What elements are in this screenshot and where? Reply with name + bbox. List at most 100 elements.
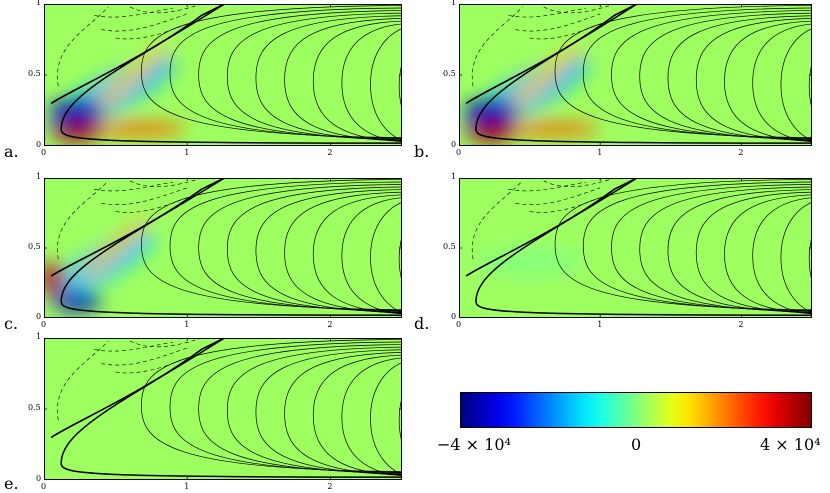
inner-streamline [475, 4, 812, 144]
dashed-streamline [57, 6, 109, 87]
panel-c-plot [44, 178, 402, 318]
streamline [284, 191, 402, 314]
streamline [667, 15, 812, 141]
inner-streamline [475, 178, 812, 316]
y-tick-label: 0.5 [443, 242, 456, 251]
colorbar-mid-label: 0 [631, 435, 642, 454]
streamline [169, 181, 402, 311]
streamline [198, 184, 402, 312]
y-tick-label: 0 [451, 140, 457, 149]
dashed-streamline [101, 347, 188, 366]
yellow-strip [504, 42, 584, 114]
streamline [198, 344, 402, 474]
dashed-streamline [543, 4, 615, 14]
dashed-streamline [471, 180, 523, 260]
streamline [370, 201, 402, 313]
negative-blob [47, 99, 105, 124]
colorbar [460, 392, 812, 428]
streamline [582, 7, 812, 139]
streamline [169, 7, 402, 139]
inner-streamline [60, 338, 402, 478]
y-tick-label: 1 [451, 0, 457, 7]
streamline [398, 235, 402, 283]
dashed-streamline [57, 180, 109, 260]
x-tick-label: 2 [738, 148, 744, 157]
panel-a-plot [44, 4, 402, 146]
streamline [695, 18, 812, 142]
dashed-streamline [94, 341, 173, 352]
field-background [44, 4, 402, 146]
separatrix [50, 338, 225, 439]
x-tick-label: 1 [184, 320, 190, 329]
streamline [226, 186, 402, 312]
streamline [611, 10, 812, 140]
x-tick-label: 2 [738, 320, 744, 329]
streamline [695, 191, 812, 314]
y-tick-label: 0 [451, 312, 457, 321]
panel-a-label: a. [4, 142, 19, 161]
negative-blob [462, 99, 520, 124]
panel-d-plot [459, 178, 812, 318]
streamline [226, 346, 402, 474]
panel-e-plot [44, 338, 402, 480]
inner-streamline [60, 178, 402, 316]
x-tick-label: 1 [184, 482, 190, 491]
streamline [780, 201, 812, 313]
separatrix [50, 4, 225, 105]
streamline [284, 18, 402, 142]
separatrix [50, 178, 225, 277]
inner-streamline [60, 4, 402, 144]
streamline [780, 28, 812, 141]
x-tick-label: 2 [327, 482, 333, 491]
streamline [141, 5, 402, 138]
streamline [341, 197, 402, 315]
dashed-streamline [529, 194, 608, 213]
panel-d-label: d. [414, 314, 430, 333]
panel-b-plot [459, 4, 812, 146]
y-tick-label: 0 [36, 312, 42, 321]
streamline [341, 357, 402, 477]
dashed-streamline [115, 194, 195, 213]
panel-e-label: e. [4, 474, 19, 493]
streamline [141, 339, 402, 472]
y-tick-label: 0.5 [28, 69, 41, 78]
dashed-streamline [515, 13, 601, 32]
streamline [554, 179, 812, 310]
x-tick-label: 0 [41, 482, 47, 491]
colorbar-min-label: −4 × 10⁴ [437, 435, 511, 454]
dashed-streamline [101, 187, 188, 205]
field-background [459, 178, 812, 318]
streamline [370, 362, 402, 475]
streamline [611, 184, 812, 312]
dashed-streamline [129, 178, 202, 187]
x-tick-label: 2 [327, 148, 333, 157]
negative-blob [51, 291, 102, 311]
x-tick-label: 0 [41, 148, 47, 157]
dashed-streamline [529, 20, 608, 40]
panel-e [44, 338, 402, 480]
y-tick-label: 1 [36, 172, 42, 181]
field-background [459, 4, 812, 146]
yellow-strip [89, 41, 171, 115]
x-tick-label: 1 [597, 320, 603, 329]
panel-b-label: b. [414, 142, 430, 161]
y-tick-label: 1 [451, 172, 457, 181]
streamline [667, 189, 812, 313]
dashed-streamline [101, 13, 188, 32]
dashed-streamline [508, 181, 587, 192]
y-tick-label: 0 [36, 474, 42, 483]
x-tick-label: 1 [184, 148, 190, 157]
streamline [639, 186, 812, 312]
streamline [808, 62, 812, 110]
streamline [370, 28, 402, 141]
streamline [752, 197, 812, 315]
separatrix [465, 178, 638, 277]
streamline [398, 396, 402, 444]
panel-d [459, 178, 812, 318]
panel-c-label: c. [4, 314, 19, 333]
streamline [724, 20, 812, 142]
positive-tail [94, 121, 188, 137]
streamline [284, 352, 402, 476]
y-tick-label: 0.5 [28, 403, 41, 412]
y-tick-label: 0 [36, 140, 42, 149]
